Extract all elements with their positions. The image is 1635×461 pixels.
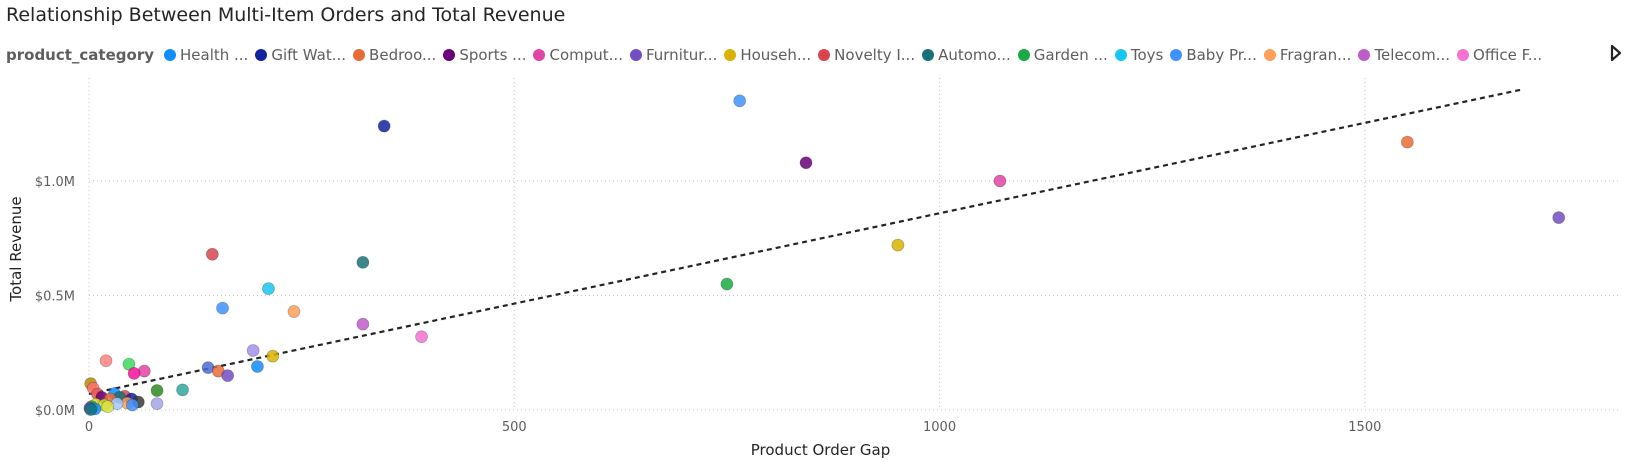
legend-label: Comput... bbox=[549, 46, 623, 64]
y-tick-label: $0.5M bbox=[35, 290, 75, 305]
legend-label: Gift Wat... bbox=[271, 46, 347, 64]
data-point[interactable] bbox=[356, 317, 370, 331]
legend-label: Office F... bbox=[1473, 46, 1543, 64]
legend-marker bbox=[443, 49, 456, 61]
legend-marker bbox=[1114, 49, 1127, 61]
x-tick-label: 1000 bbox=[923, 420, 956, 435]
grid-lines bbox=[88, 78, 1620, 411]
data-point[interactable] bbox=[84, 403, 98, 416]
data-point[interactable] bbox=[99, 354, 113, 368]
data-point[interactable] bbox=[221, 369, 235, 383]
data-point[interactable] bbox=[246, 344, 260, 357]
data-point[interactable] bbox=[266, 349, 280, 363]
legend-label: Furnitur... bbox=[645, 46, 718, 64]
y-axis-ticks: $0.0M $0.5M $1.0M bbox=[35, 175, 75, 419]
data-point[interactable] bbox=[262, 282, 275, 296]
legend-marker bbox=[1263, 49, 1276, 61]
data-point[interactable] bbox=[205, 247, 219, 261]
legend-item[interactable]: Furnitur... bbox=[629, 46, 718, 64]
legend-title: product_category bbox=[6, 46, 154, 64]
y-axis-title: Total Revenue bbox=[7, 196, 25, 302]
x-axis-title: Product Order Gap bbox=[751, 441, 890, 459]
legend-marker bbox=[164, 49, 176, 61]
data-point[interactable] bbox=[125, 398, 139, 412]
legend-item[interactable]: Househ... bbox=[724, 46, 811, 64]
data-points bbox=[83, 94, 1566, 416]
data-point[interactable] bbox=[101, 400, 115, 413]
data-point[interactable] bbox=[993, 174, 1007, 188]
legend-item[interactable]: Baby Pr... bbox=[1170, 46, 1257, 64]
x-tick-label: 0 bbox=[85, 420, 93, 435]
legend-label: Telecom... bbox=[1374, 46, 1451, 64]
legend-item[interactable]: Telecom... bbox=[1358, 46, 1450, 64]
x-tick-label: 500 bbox=[502, 420, 527, 435]
data-point[interactable] bbox=[122, 357, 136, 371]
legend: product_category Health ... Gift Wat... Be… bbox=[6, 44, 1549, 66]
data-point[interactable] bbox=[127, 366, 141, 380]
legend-label: Sports ... bbox=[459, 46, 527, 64]
data-point[interactable] bbox=[415, 330, 428, 344]
data-point[interactable] bbox=[150, 384, 164, 397]
data-point[interactable] bbox=[377, 119, 391, 133]
legend-marker bbox=[1170, 49, 1183, 61]
data-point[interactable] bbox=[356, 255, 370, 269]
legend-marker bbox=[818, 49, 831, 61]
legend-label: Baby Pr... bbox=[1186, 46, 1257, 64]
data-point[interactable] bbox=[1552, 211, 1566, 225]
legend-label: Garden ... bbox=[1033, 46, 1108, 64]
legend-marker bbox=[533, 49, 546, 61]
legend-item[interactable]: Sports ... bbox=[443, 46, 526, 64]
legend-label: Automo... bbox=[938, 46, 1011, 64]
legend-item[interactable]: Novelty I... bbox=[818, 46, 915, 64]
data-point[interactable] bbox=[891, 238, 905, 252]
legend-label: Bedroo... bbox=[369, 46, 437, 64]
legend-label: Fragran... bbox=[1279, 46, 1352, 64]
legend-marker bbox=[1457, 49, 1470, 61]
legend-marker bbox=[724, 49, 737, 61]
x-tick-label: 1500 bbox=[1348, 420, 1381, 435]
legend-item[interactable]: Bedroo... bbox=[353, 46, 436, 64]
y-tick-label: $1.0M bbox=[35, 175, 75, 190]
legend-item[interactable]: Gift Wat... bbox=[255, 46, 346, 64]
chart-title: Relationship Between Multi-Item Orders a… bbox=[6, 4, 566, 26]
x-axis-ticks: 0 500 1000 1500 bbox=[85, 420, 1382, 435]
legend-marker bbox=[629, 49, 642, 61]
legend-item[interactable]: Garden ... bbox=[1017, 46, 1108, 64]
y-tick-label: $0.0M bbox=[35, 404, 75, 419]
legend-item[interactable]: Automo... bbox=[922, 46, 1011, 64]
data-point[interactable] bbox=[176, 383, 189, 397]
data-point[interactable] bbox=[150, 397, 164, 410]
data-point[interactable] bbox=[251, 360, 264, 373]
data-point[interactable] bbox=[799, 156, 813, 170]
legend-next-page-button[interactable] bbox=[1607, 42, 1625, 64]
legend-marker bbox=[255, 49, 268, 61]
legend-item[interactable]: Comput... bbox=[533, 46, 623, 64]
legend-marker bbox=[353, 49, 366, 61]
legend-label: Househ... bbox=[740, 46, 812, 64]
caret-right-icon bbox=[1610, 44, 1622, 62]
data-point[interactable] bbox=[733, 94, 747, 108]
data-point[interactable] bbox=[287, 305, 301, 318]
data-point[interactable] bbox=[720, 277, 734, 291]
legend-item[interactable]: Fragran... bbox=[1263, 46, 1352, 64]
legend-marker bbox=[1017, 49, 1030, 61]
legend-marker bbox=[1358, 49, 1371, 61]
data-point[interactable] bbox=[1400, 135, 1414, 149]
legend-item[interactable]: Office F... bbox=[1457, 46, 1542, 64]
legend-label: Health ... bbox=[180, 46, 249, 64]
legend-marker bbox=[922, 49, 935, 61]
trend-line bbox=[88, 88, 1523, 396]
legend-item[interactable]: Toys bbox=[1114, 46, 1164, 64]
legend-label: Novelty I... bbox=[834, 46, 916, 64]
legend-label: Toys bbox=[1130, 46, 1164, 64]
data-point[interactable] bbox=[216, 301, 229, 315]
legend-item[interactable]: Health ... bbox=[164, 46, 248, 64]
trend-line-layer bbox=[88, 88, 1523, 396]
